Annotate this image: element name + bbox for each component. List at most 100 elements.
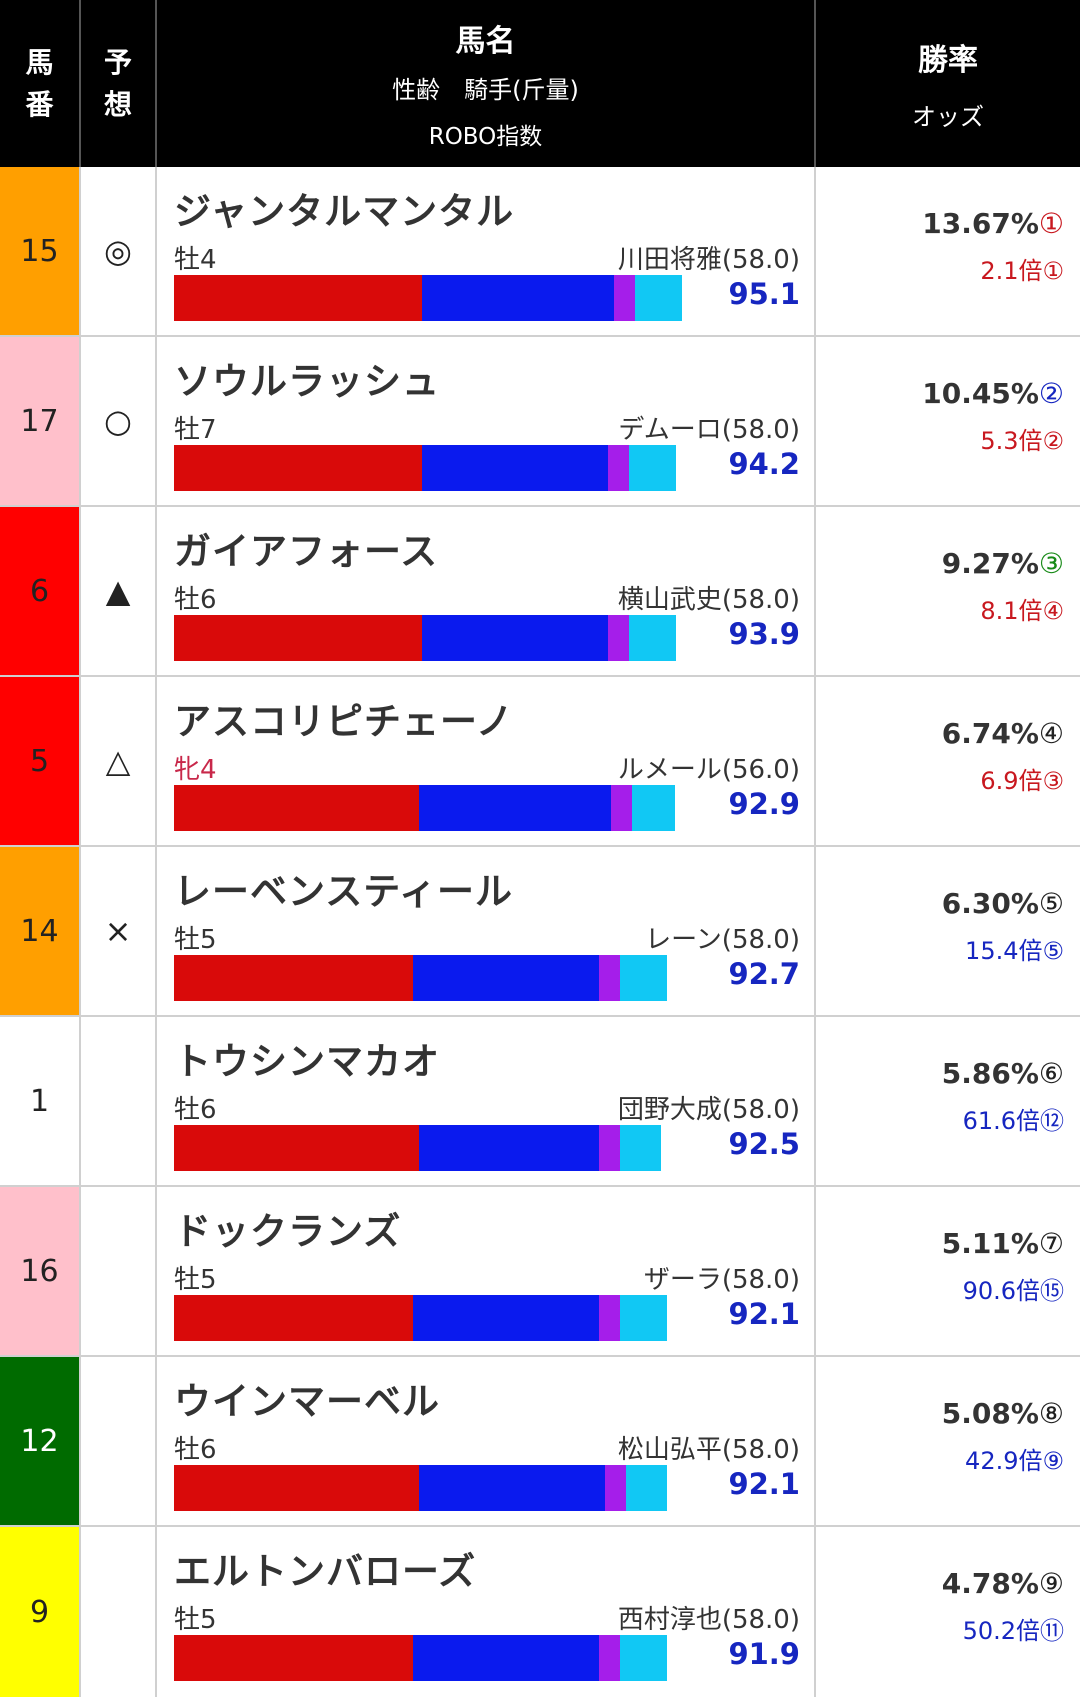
table-row[interactable]: 1 トウシンマカオ 牡6 団野大成(58.0) 92.5 5.86%⑥ 61.6倍⑫ — [0, 1017, 1080, 1187]
win-rate: 6.74%④ — [942, 717, 1064, 750]
odds: 90.6倍⑮ — [963, 1271, 1064, 1306]
win-rate-value: 6.74% — [941, 717, 1039, 750]
table-header: 馬 番 予 想 馬名 性齢 騎手(斤量) ROBO指数 勝率 オッズ — [0, 0, 1080, 167]
odds-rank: ② — [1042, 427, 1064, 455]
robo-index-value: 94.2 — [728, 447, 800, 481]
win-rate-rank: ① — [1038, 207, 1064, 240]
horse-info: トウシンマカオ 牡6 団野大成(58.0) 92.5 — [157, 1017, 816, 1185]
odds-rank: ⑮ — [1040, 1277, 1064, 1305]
bar-segment-purple — [599, 1125, 620, 1171]
table-row[interactable]: 5 △ アスコリピチェーノ 牝4 ルメール(56.0) 92.9 6.74%④ 6.9倍③ — [0, 677, 1080, 847]
win-rate-rank: ③ — [1038, 547, 1064, 580]
header-win-rate[interactable]: 勝率 オッズ — [816, 0, 1080, 167]
odds-value: 6.9倍 — [980, 767, 1043, 795]
odds: 6.9倍③ — [980, 761, 1064, 796]
table-row[interactable]: 12 ウインマーベル 牡6 松山弘平(58.0) 92.1 5.08%⑧ 42.9倍⑨ — [0, 1357, 1080, 1527]
win-rate: 4.78%⑨ — [942, 1567, 1064, 1600]
jockey-weight: 川田将雅(58.0) — [617, 245, 800, 275]
horse-name[interactable]: ドックランズ — [174, 1210, 402, 1253]
win-rate-rank: ② — [1038, 377, 1064, 410]
robo-index-value: 92.1 — [728, 1297, 800, 1331]
horse-name[interactable]: レーベンスティール — [174, 870, 514, 913]
bar-segment-blue — [419, 1125, 599, 1171]
win-rate-value: 5.08% — [941, 1397, 1039, 1430]
table-row[interactable]: 9 エルトンバローズ 牡5 西村淳也(58.0) 91.9 4.78%⑨ 50.2倍⑪ — [0, 1527, 1080, 1697]
jockey-weight: 団野大成(58.0) — [617, 1095, 800, 1125]
horse-info: ソウルラッシュ牡7 デムーロ(58.0) 94.2 — [157, 337, 816, 505]
header-mark-line1: 予 — [103, 45, 132, 79]
horse-info: レーベンスティール 牡5 レーン(58.0) 92.7 — [157, 847, 816, 1015]
prediction-mark: ◎ — [81, 167, 157, 335]
odds-value: 42.9倍 — [965, 1447, 1043, 1475]
header-prediction[interactable]: 予 想 — [81, 0, 157, 167]
header-name-line1: 馬名 — [455, 24, 516, 59]
odds-value: 90.6倍 — [962, 1277, 1040, 1305]
odds-value: 5.3倍 — [980, 427, 1043, 455]
horse-name[interactable]: ソウルラッシュ — [174, 360, 440, 403]
table-row[interactable]: 14 × レーベンスティール 牡5 レーン(58.0) 92.7 6.30%⑤ 15.4倍⑤ — [0, 847, 1080, 1017]
robo-index-value: 93.9 — [728, 617, 800, 651]
table-row[interactable]: 15 ◎ ジャンタルマンタル 牡4 川田将雅(58.0) 95.1 13.67%① 2.1倍① — [0, 167, 1080, 337]
prediction-mark — [81, 1187, 157, 1355]
table-row[interactable]: 6 ▲ ガイアフォース 牡6 横山武史(58.0) 93.9 9.27%③ 8.1倍④ — [0, 507, 1080, 677]
header-horse-number[interactable]: 馬 番 — [0, 0, 81, 167]
bar-segment-red — [174, 1465, 419, 1511]
bar-segment-cyan — [629, 445, 676, 491]
bar-segment-red — [174, 785, 419, 831]
win-rate-rank: ⑤ — [1038, 887, 1064, 920]
jockey-weight: デムーロ(58.0) — [618, 415, 800, 445]
bar-segment-blue — [413, 955, 599, 1001]
bar-segment-blue — [422, 275, 614, 321]
horse-name[interactable]: トウシンマカオ — [174, 1040, 440, 1083]
table-row[interactable]: 16 ドックランズ 牡5 ザーラ(58.0) 92.1 5.11%⑦ 90.6倍⑮ — [0, 1187, 1080, 1357]
horse-name[interactable]: ガイアフォース — [174, 530, 439, 573]
win-rate-rank: ⑥ — [1038, 1057, 1064, 1090]
win-rate-value: 5.11% — [941, 1227, 1039, 1260]
header-num-line2: 番 — [25, 87, 54, 121]
jockey-weight: ルメール(56.0) — [617, 755, 800, 785]
rate-odds: 5.86%⑥ 61.6倍⑫ — [816, 1017, 1080, 1185]
rate-odds: 6.30%⑤ 15.4倍⑤ — [816, 847, 1080, 1015]
bar-segment-blue — [422, 615, 608, 661]
odds-rank: ⑫ — [1040, 1107, 1064, 1135]
header-rate-line1: 勝率 — [918, 43, 978, 78]
sex-age: 牡4 — [174, 245, 217, 275]
horse-name[interactable]: ジャンタルマンタル — [174, 190, 515, 233]
bar-segment-purple — [611, 785, 632, 831]
jockey-weight: 横山武史(58.0) — [617, 585, 800, 615]
win-rate: 6.30%⑤ — [942, 887, 1064, 920]
robo-index-bar — [174, 615, 676, 661]
bar-segment-cyan — [629, 615, 676, 661]
table-row[interactable]: 17 ○ ソウルラッシュ 牡7 デムーロ(58.0) 94.2 10.45%② 5.3倍② — [0, 337, 1080, 507]
bar-segment-blue — [419, 785, 611, 831]
odds-value: 2.1倍 — [980, 257, 1043, 285]
robo-index-value: 92.9 — [728, 787, 800, 821]
bar-segment-cyan — [620, 1635, 667, 1681]
header-horse-name[interactable]: 馬名 性齢 騎手(斤量) ROBO指数 — [157, 0, 816, 167]
bar-segment-red — [174, 445, 422, 491]
odds: 8.1倍④ — [980, 591, 1064, 626]
bar-segment-cyan — [626, 1465, 667, 1511]
horse-name[interactable]: エルトンバローズ — [174, 1550, 477, 1593]
horse-number: 5 — [0, 677, 81, 845]
win-rate: 5.11%⑦ — [942, 1227, 1064, 1260]
jockey-weight: ザーラ(58.0) — [643, 1265, 800, 1295]
horse-number: 12 — [0, 1357, 81, 1525]
bar-segment-purple — [599, 955, 620, 1001]
sex-age: 牝4 — [174, 755, 217, 785]
sex-age: 牡7 — [174, 415, 217, 445]
bar-segment-blue — [413, 1635, 599, 1681]
jockey-weight: レーン(58.0) — [645, 925, 800, 955]
win-rate-value: 6.30% — [941, 887, 1039, 920]
bar-segment-blue — [413, 1295, 599, 1341]
horse-name[interactable]: ウインマーベル — [174, 1380, 440, 1423]
header-name-line3: ROBO指数 — [428, 124, 543, 150]
bar-segment-red — [174, 275, 422, 321]
horse-number: 16 — [0, 1187, 81, 1355]
robo-index-bar — [174, 1295, 667, 1341]
win-rate-value: 5.86% — [941, 1057, 1039, 1090]
horse-name[interactable]: アスコリピチェーノ — [174, 700, 514, 743]
bar-segment-purple — [599, 1635, 620, 1681]
odds-rank: ⑨ — [1042, 1447, 1064, 1475]
rate-odds: 10.45%② 5.3倍② — [816, 337, 1080, 505]
